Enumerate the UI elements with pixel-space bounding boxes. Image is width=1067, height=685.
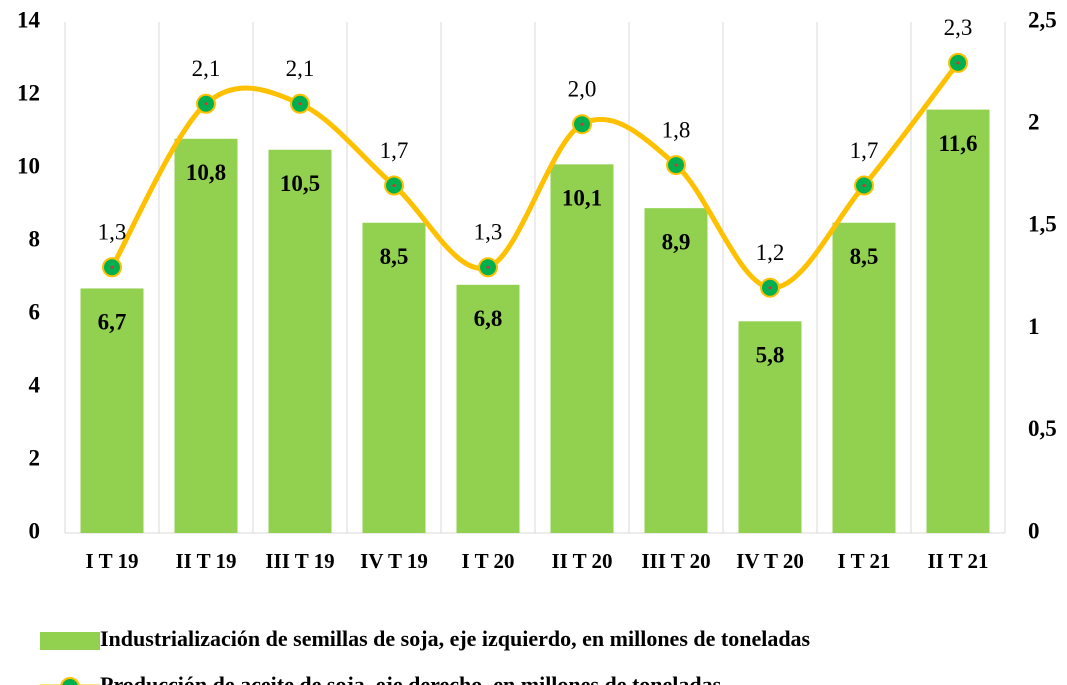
line-label: 2,1 xyxy=(286,56,315,81)
line-label: 2,1 xyxy=(192,56,221,81)
bar xyxy=(550,164,614,533)
x-tick-label: II T 21 xyxy=(927,549,988,573)
y-tick-label: 14 xyxy=(17,7,41,32)
legend-label: Industrialización de semillas de soja, e… xyxy=(100,626,811,651)
marker-dot xyxy=(486,265,490,269)
y-tick-label: 0 xyxy=(29,518,41,543)
marker-dot xyxy=(768,286,772,290)
bar-label: 6,8 xyxy=(474,306,503,331)
bar-label: 10,1 xyxy=(562,186,602,211)
line-label: 1,3 xyxy=(474,220,503,245)
marker-dot xyxy=(110,265,114,269)
bar xyxy=(362,222,426,533)
bar-label: 10,5 xyxy=(280,171,320,196)
y-tick-label: 2 xyxy=(29,445,41,470)
line-label: 1,7 xyxy=(380,138,409,163)
bar-label: 8,5 xyxy=(380,244,409,269)
bar xyxy=(174,138,238,534)
y2-tick-label: 1,5 xyxy=(1028,212,1057,237)
marker-dot xyxy=(956,61,960,65)
y-tick-label: 10 xyxy=(17,153,40,178)
line-label: 1,8 xyxy=(662,117,691,142)
y2-tick-label: 2,5 xyxy=(1028,7,1057,32)
x-tick-label: IV T 20 xyxy=(736,549,804,573)
bar-label: 11,6 xyxy=(939,131,978,156)
y2-tick-label: 0 xyxy=(1028,518,1040,543)
x-tick-label: II T 19 xyxy=(175,549,236,573)
line-label: 1,3 xyxy=(98,220,127,245)
y-tick-label: 12 xyxy=(17,80,40,105)
y-tick-label: 8 xyxy=(29,226,41,251)
bar xyxy=(738,321,802,533)
marker-dot xyxy=(580,122,584,126)
y-tick-label: 4 xyxy=(29,372,41,397)
bar xyxy=(644,208,708,533)
line-label: 1,7 xyxy=(850,138,879,163)
marker-dot xyxy=(204,102,208,106)
bar xyxy=(926,109,990,533)
x-tick-label: III T 20 xyxy=(641,549,710,573)
bar-label: 8,9 xyxy=(662,229,691,254)
bar-label: 6,7 xyxy=(98,310,127,335)
y2-tick-label: 1 xyxy=(1028,314,1040,339)
line-label: 2,3 xyxy=(944,15,973,40)
x-tick-label: IV T 19 xyxy=(360,549,428,573)
x-tick-label: III T 19 xyxy=(265,549,334,573)
x-tick-label: I T 19 xyxy=(86,549,139,573)
bar xyxy=(456,284,520,533)
x-tick-label: II T 20 xyxy=(551,549,612,573)
bar xyxy=(80,288,144,533)
line-label: 1,2 xyxy=(756,240,785,265)
x-tick-label: I T 20 xyxy=(462,549,515,573)
y2-tick-label: 0,5 xyxy=(1028,416,1057,441)
marker-dot xyxy=(392,184,396,188)
bar xyxy=(832,222,896,533)
y2-tick-label: 2 xyxy=(1028,109,1040,134)
line-label: 2,0 xyxy=(568,76,597,101)
bar-label: 5,8 xyxy=(756,343,785,368)
marker-dot xyxy=(862,184,866,188)
legend-marker xyxy=(60,677,80,685)
legend-label: Producción de aceite de soja, eje derech… xyxy=(100,672,722,685)
bar xyxy=(268,149,332,533)
x-tick-label: I T 21 xyxy=(838,549,891,573)
marker-dot xyxy=(298,102,302,106)
y-tick-label: 6 xyxy=(29,299,41,324)
bar-label: 10,8 xyxy=(186,160,226,185)
marker-dot xyxy=(674,163,678,167)
line xyxy=(109,61,960,291)
bar-label: 8,5 xyxy=(850,244,879,269)
legend-swatch xyxy=(40,632,100,650)
